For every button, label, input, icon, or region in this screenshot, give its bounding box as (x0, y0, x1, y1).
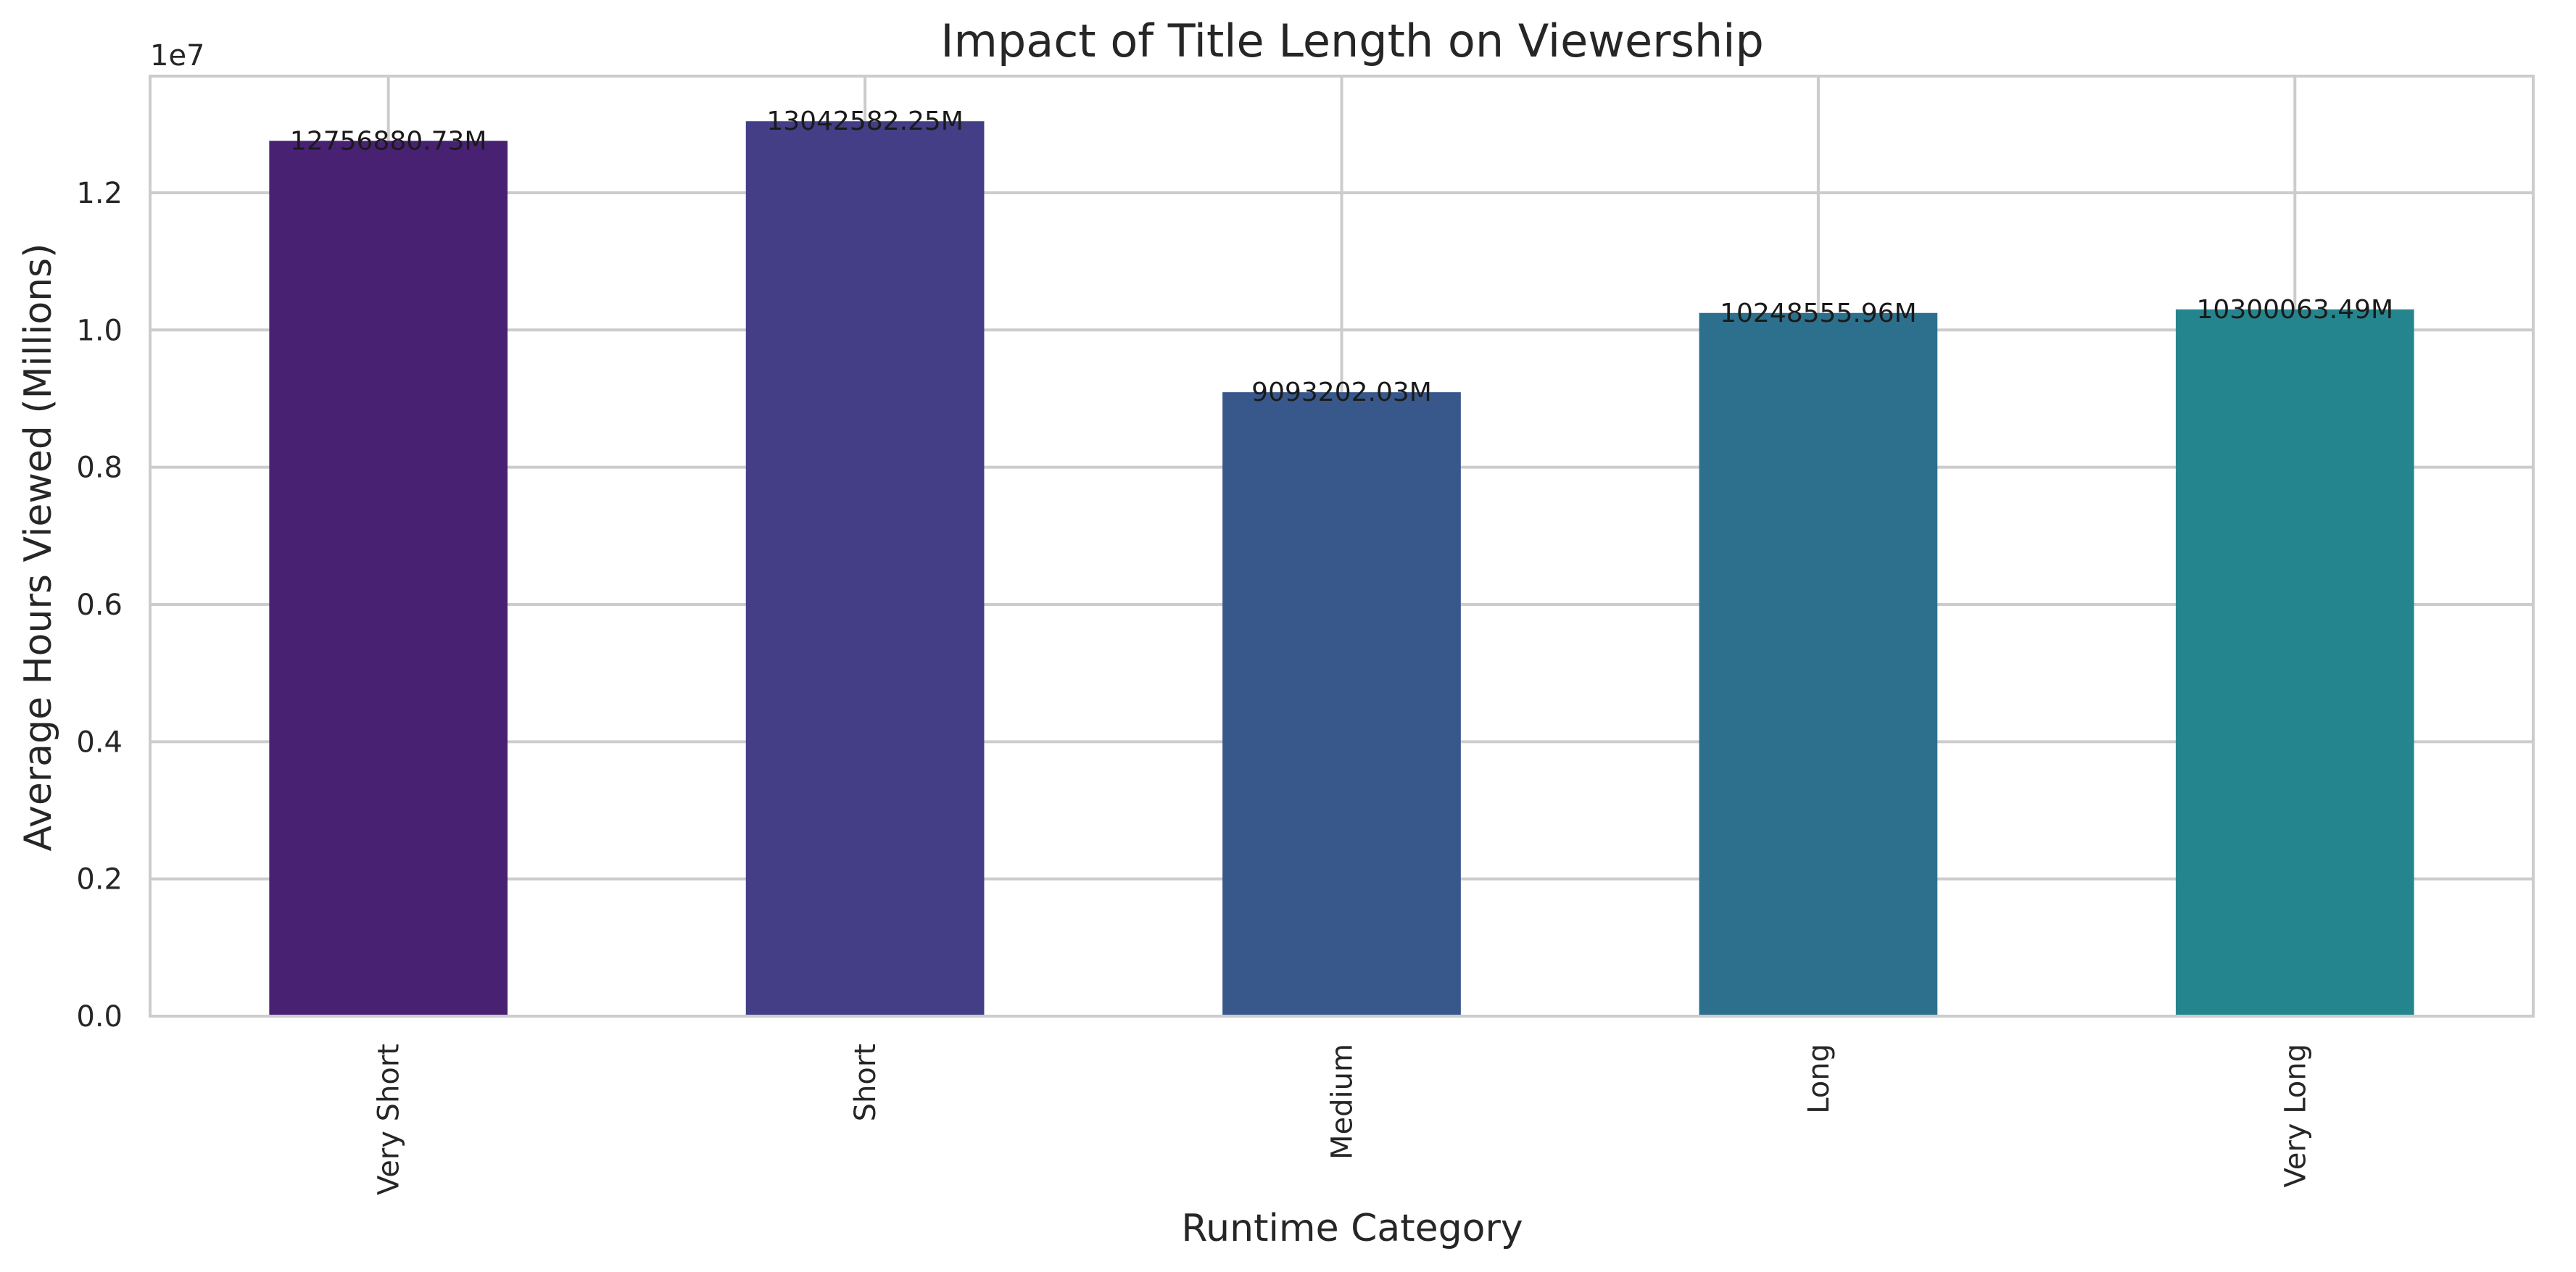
bar-data-label: 10300063.49M (2197, 295, 2394, 325)
y-axis-label: Average Hours Viewed (Millions) (17, 244, 60, 852)
bar-data-label: 12756880.73M (290, 126, 487, 156)
bar-data-label: 13042582.25M (766, 107, 964, 136)
x-tick-label: Short (849, 1044, 882, 1121)
y-tick-label: 0.2 (76, 863, 123, 897)
bar-data-label: 10248555.96M (1720, 299, 1917, 328)
x-axis-label: Runtime Category (1181, 1207, 1523, 1250)
tick-layer: 0.0 0.2 0.4 0.6 0.8 1.0 1.2 Very Short Short Medi… (76, 177, 2312, 1195)
bar (1222, 392, 1461, 1016)
data-label-layer: 12756880.73M 13042582.25M 9093202.03M 10248… (290, 107, 2393, 407)
y-tick-label: 1.0 (76, 314, 123, 347)
x-tick-label: Very Long (2279, 1044, 2312, 1188)
x-tick-label: Long (1802, 1044, 1836, 1114)
bar (269, 141, 508, 1017)
chart-title: Impact of Title Length on Viewership (940, 14, 1764, 67)
y-axis-offset-label: 1e7 (150, 39, 205, 72)
bar-layer (269, 121, 2414, 1017)
bar-data-label: 9093202.03M (1251, 378, 1432, 407)
y-tick-label: 0.6 (76, 589, 123, 622)
bar (2175, 309, 2414, 1016)
x-tick-label: Medium (1326, 1044, 1359, 1160)
x-tick-label: Very Short (373, 1044, 406, 1195)
y-tick-label: 0.4 (76, 726, 123, 759)
bar (1699, 312, 1938, 1016)
plot-frame (149, 75, 2535, 1018)
y-tick-label: 0.0 (76, 1000, 123, 1034)
y-tick-label: 1.2 (76, 177, 123, 210)
bar (745, 121, 985, 1016)
y-tick-label: 0.8 (76, 452, 123, 485)
